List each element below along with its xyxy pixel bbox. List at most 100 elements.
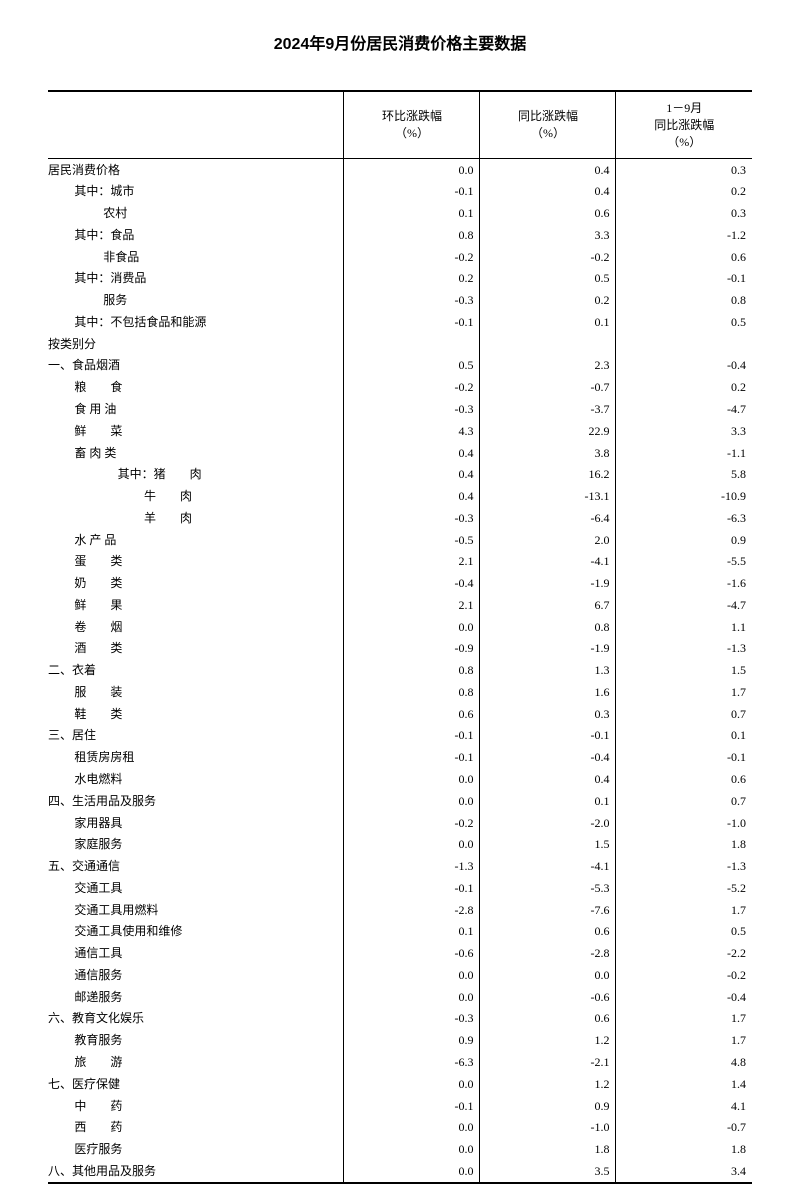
table-row: 非食品-0.2-0.20.6 xyxy=(48,246,752,268)
row-value: 0.0 xyxy=(344,986,480,1008)
row-value: 1.7 xyxy=(616,682,752,704)
row-value: -0.1 xyxy=(344,312,480,334)
row-value: -4.1 xyxy=(480,856,616,878)
row-value: -1.3 xyxy=(616,856,752,878)
row-value: 22.9 xyxy=(480,421,616,443)
page-title: 2024年9月份居民消费价格主要数据 xyxy=(48,30,752,54)
table-row: 鲜 菜4.322.93.3 xyxy=(48,421,752,443)
row-value: 0.0 xyxy=(344,1117,480,1139)
row-value: 0.0 xyxy=(344,834,480,856)
row-value: -0.2 xyxy=(480,246,616,268)
table-header-row: 环比涨跌幅（%） 同比涨跌幅（%） 1－9月同比涨跌幅（%） xyxy=(48,91,752,159)
row-value: 0.1 xyxy=(480,312,616,334)
row-value: -0.3 xyxy=(344,290,480,312)
row-value: 1.5 xyxy=(616,660,752,682)
table-row: 三、居住-0.1-0.10.1 xyxy=(48,725,752,747)
row-value: 0.7 xyxy=(616,704,752,726)
table-row: 酒 类-0.9-1.9-1.3 xyxy=(48,638,752,660)
row-value: 0.4 xyxy=(344,486,480,508)
row-value: -0.2 xyxy=(344,246,480,268)
row-value: 0.0 xyxy=(344,965,480,987)
row-label: 粮 食 xyxy=(48,377,344,399)
row-value: 0.6 xyxy=(480,1008,616,1030)
table-row: 水电燃料0.00.40.6 xyxy=(48,769,752,791)
table-row: 羊 肉-0.3-6.4-6.3 xyxy=(48,508,752,530)
table-body: 居民消费价格0.00.40.3其中：城市-0.10.40.2农村0.10.60.… xyxy=(48,159,752,1183)
row-value: 3.3 xyxy=(616,421,752,443)
row-value: 0.0 xyxy=(344,1139,480,1161)
row-value: -0.1 xyxy=(344,1095,480,1117)
col-yoy: 同比涨跌幅（%） xyxy=(480,91,616,159)
table-row: 其中：城市-0.10.40.2 xyxy=(48,181,752,203)
row-value: 5.8 xyxy=(616,464,752,486)
row-value: 0.4 xyxy=(344,442,480,464)
row-value: 0.6 xyxy=(480,921,616,943)
row-label: 五、交通通信 xyxy=(48,856,344,878)
table-row: 租赁房房租-0.1-0.4-0.1 xyxy=(48,747,752,769)
row-value: -1.6 xyxy=(616,573,752,595)
table-row: 教育服务0.91.21.7 xyxy=(48,1030,752,1052)
row-value: -5.2 xyxy=(616,878,752,900)
row-value: -2.8 xyxy=(480,943,616,965)
row-value: -13.1 xyxy=(480,486,616,508)
row-value: -0.2 xyxy=(344,812,480,834)
row-value: -0.3 xyxy=(344,399,480,421)
row-label: 四、生活用品及服务 xyxy=(48,791,344,813)
row-label: 非食品 xyxy=(48,246,344,268)
row-value: -6.3 xyxy=(344,1052,480,1074)
row-value: 2.0 xyxy=(480,529,616,551)
row-value: 0.5 xyxy=(616,312,752,334)
row-value: 0.0 xyxy=(344,1161,480,1184)
row-value: 0.4 xyxy=(480,181,616,203)
cpi-data-table: 环比涨跌幅（%） 同比涨跌幅（%） 1－9月同比涨跌幅（%） 居民消费价格0.0… xyxy=(48,90,752,1184)
row-value: 0.4 xyxy=(480,159,616,181)
row-label: 一、食品烟酒 xyxy=(48,355,344,377)
row-value: -0.1 xyxy=(344,878,480,900)
row-label: 租赁房房租 xyxy=(48,747,344,769)
col-mom: 环比涨跌幅（%） xyxy=(344,91,480,159)
row-value: 0.5 xyxy=(344,355,480,377)
row-value: -5.3 xyxy=(480,878,616,900)
row-value: -0.7 xyxy=(480,377,616,399)
row-value: 0.2 xyxy=(616,377,752,399)
row-value: 0.9 xyxy=(616,529,752,551)
table-row: 卷 烟0.00.81.1 xyxy=(48,616,752,638)
row-value: -4.1 xyxy=(480,551,616,573)
row-value: 0.5 xyxy=(616,921,752,943)
row-label: 羊 肉 xyxy=(48,508,344,530)
row-value: -6.4 xyxy=(480,508,616,530)
row-value: 0.8 xyxy=(344,225,480,247)
table-row: 家庭服务0.01.51.8 xyxy=(48,834,752,856)
table-row: 其中：消费品0.20.5-0.1 xyxy=(48,268,752,290)
row-value: 4.1 xyxy=(616,1095,752,1117)
row-value: -0.1 xyxy=(616,268,752,290)
row-value: 0.0 xyxy=(344,159,480,181)
table-row: 鲜 果2.16.7-4.7 xyxy=(48,595,752,617)
row-label: 其中：消费品 xyxy=(48,268,344,290)
table-row: 旅 游-6.3-2.14.8 xyxy=(48,1052,752,1074)
row-value: 0.7 xyxy=(616,791,752,813)
table-row: 蛋 类2.1-4.1-5.5 xyxy=(48,551,752,573)
row-value: 1.8 xyxy=(480,1139,616,1161)
row-value: 0.8 xyxy=(480,616,616,638)
table-row: 食 用 油-0.3-3.7-4.7 xyxy=(48,399,752,421)
row-label: 酒 类 xyxy=(48,638,344,660)
row-value: 1.7 xyxy=(616,1008,752,1030)
table-row: 服务-0.30.20.8 xyxy=(48,290,752,312)
row-value: 0.1 xyxy=(480,791,616,813)
table-row: 二、衣着0.81.31.5 xyxy=(48,660,752,682)
row-value: -2.0 xyxy=(480,812,616,834)
row-value: 0.6 xyxy=(616,246,752,268)
row-label: 鲜 菜 xyxy=(48,421,344,443)
row-label: 七、医疗保健 xyxy=(48,1074,344,1096)
table-row: 通信服务0.00.0-0.2 xyxy=(48,965,752,987)
row-value: -0.9 xyxy=(344,638,480,660)
row-value: -0.1 xyxy=(480,725,616,747)
table-row: 其中：不包括食品和能源-0.10.10.5 xyxy=(48,312,752,334)
row-value: 1.5 xyxy=(480,834,616,856)
row-value: 1.2 xyxy=(480,1074,616,1096)
row-value: -2.1 xyxy=(480,1052,616,1074)
row-value: -1.3 xyxy=(616,638,752,660)
row-value: -0.4 xyxy=(616,986,752,1008)
table-row: 交通工具使用和维修0.10.60.5 xyxy=(48,921,752,943)
